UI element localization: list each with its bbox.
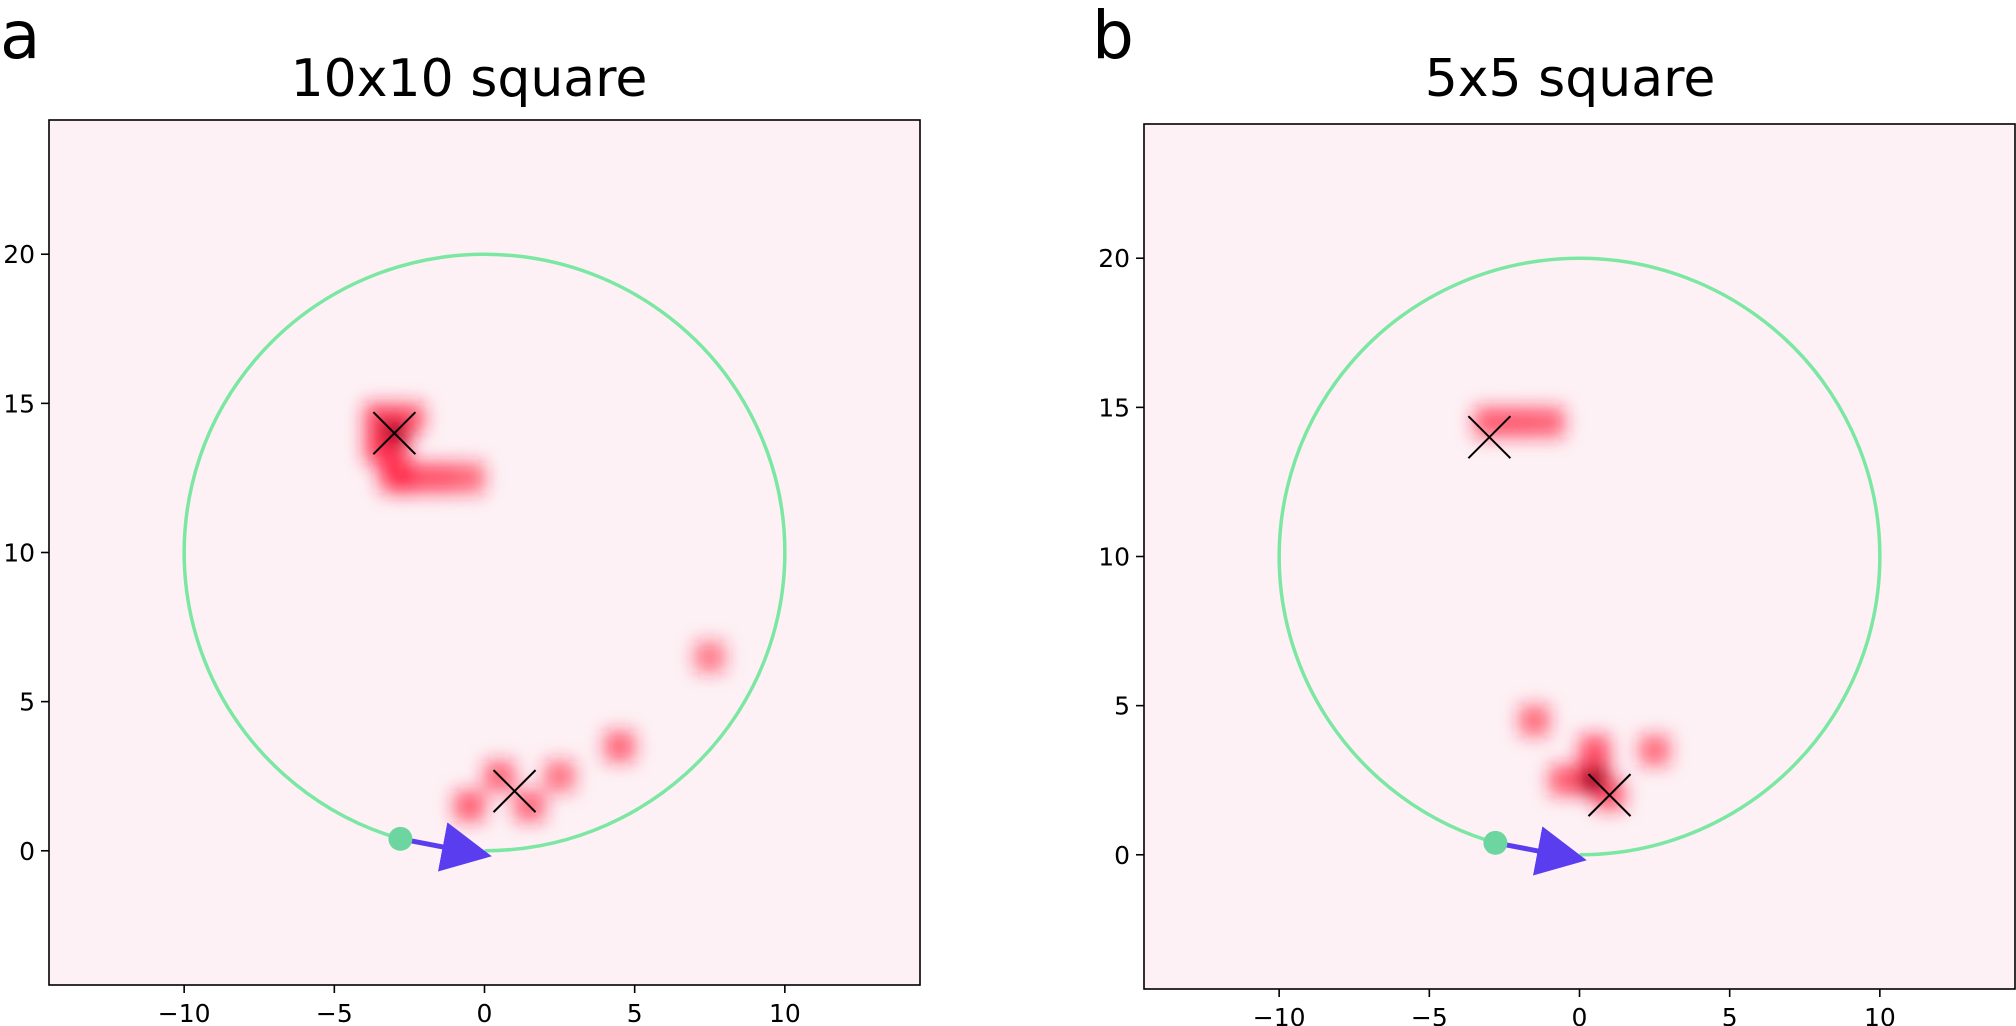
panel-letter-a: a <box>0 0 40 74</box>
plot-area <box>49 120 920 985</box>
y-tick-label: 10 <box>1098 543 1130 572</box>
trajectory-circle <box>1277 256 1882 857</box>
x-tick-label: 10 <box>769 999 801 1026</box>
panel-b: b 5x5 square −10 −5 0 5 10 0 5 10 15 20 <box>1092 0 2016 1026</box>
y-tick-label: 15 <box>3 389 35 418</box>
y-tick-label: 5 <box>19 688 35 717</box>
heat-cell <box>1474 407 1505 438</box>
trajectory-circle <box>182 252 787 853</box>
chart-title-a: 10x10 square <box>291 49 648 109</box>
heat-cell <box>1549 765 1580 796</box>
x-tick-label: 5 <box>627 999 643 1026</box>
heat-cell <box>694 641 725 672</box>
start-point <box>388 826 413 851</box>
y-tick-label: 0 <box>19 837 35 866</box>
target-marker-1 <box>1467 415 1512 459</box>
y-tick-label: 20 <box>1098 244 1130 273</box>
x-tick-label: 5 <box>1722 1003 1738 1026</box>
heat-cell <box>1534 407 1565 438</box>
y-tick-label: 20 <box>3 240 35 269</box>
x-tick-label: −10 <box>1253 1003 1306 1026</box>
y-tick-label: 5 <box>1114 692 1130 721</box>
target-marker-2 <box>492 769 537 813</box>
panel-letter-b: b <box>1092 0 1134 74</box>
heat-cell <box>544 761 575 792</box>
y-tick-label: 15 <box>1098 393 1130 422</box>
heat-cell <box>454 462 485 493</box>
x-tick-label: 0 <box>1572 1003 1588 1026</box>
start-point <box>1483 830 1508 855</box>
chart-title-b: 5x5 square <box>1425 49 1716 109</box>
y-tick-label: 10 <box>3 539 35 568</box>
target-marker-2 <box>1587 773 1632 817</box>
heat-cell <box>604 731 635 762</box>
x-tick-label: 0 <box>477 999 493 1026</box>
x-tick-label: 10 <box>1864 1003 1896 1026</box>
heat-cell <box>424 462 455 493</box>
x-tick-label: −5 <box>316 999 353 1026</box>
x-tick-label: −5 <box>1411 1003 1448 1026</box>
heat-cell <box>1504 407 1535 438</box>
heat-cell <box>379 462 410 493</box>
heat-cell <box>1579 735 1610 766</box>
target-marker-1 <box>372 411 417 455</box>
plot-area <box>1144 124 2015 989</box>
heat-cell <box>454 791 485 822</box>
heat-cell <box>1519 705 1550 736</box>
y-tick-label: 0 <box>1114 841 1130 870</box>
x-tick-label: −10 <box>158 999 211 1026</box>
heat-cell <box>1639 735 1670 766</box>
panel-a: a 10x10 square −10 −5 0 5 10 0 5 10 15 20 <box>0 0 921 1026</box>
